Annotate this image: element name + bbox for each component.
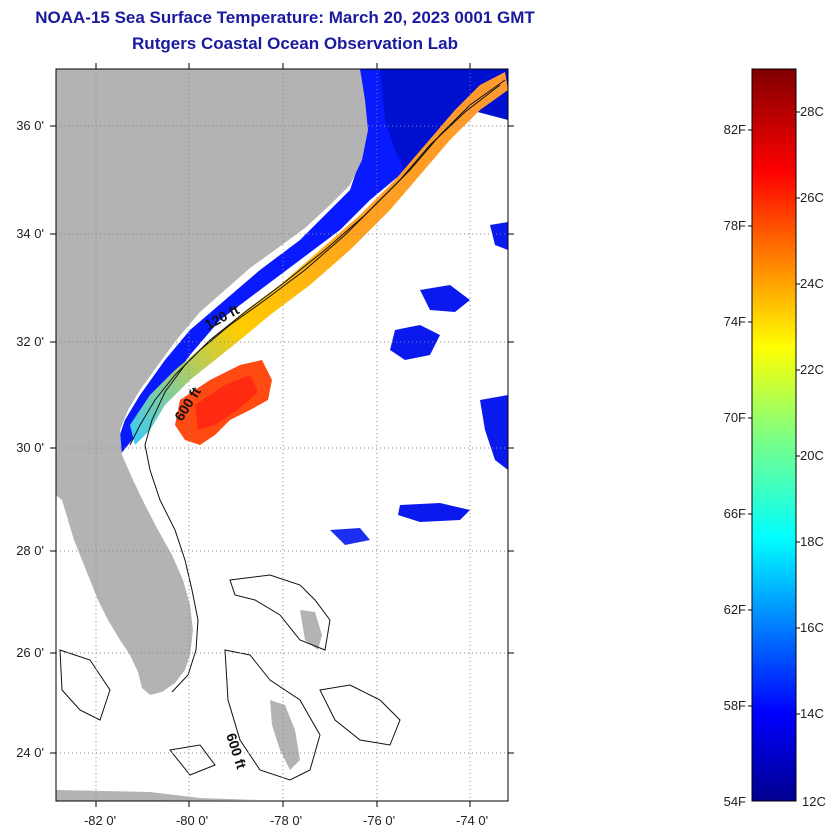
lon-label: -76 0' [363, 813, 395, 828]
land-north-america [56, 69, 368, 695]
offshore-cold-patch [420, 285, 470, 312]
colorbar-ticks [748, 111, 800, 715]
colorbar-c-label: 26C [800, 190, 824, 205]
colorbar-gradient [751, 68, 797, 802]
colorbar-c-label: 28C [800, 104, 824, 119]
graticule [56, 69, 508, 801]
warm-eddy-core [195, 375, 258, 430]
lat-label: 32 0' [16, 334, 44, 349]
colorbar-c-label: 12C [802, 794, 826, 809]
map-subtitle: Rutgers Coastal Ocean Observation Lab [132, 34, 458, 53]
colorbar-c-label: 24C [800, 276, 824, 291]
offshore-cold-patch [398, 503, 470, 522]
lon-label: -74 0' [456, 813, 488, 828]
colorbar-c-label: 20C [800, 448, 824, 463]
colorbar-f-label: 70F [724, 410, 746, 425]
colorbar-f-label: 54F [724, 794, 746, 809]
colorbar-f-label: 58F [724, 698, 746, 713]
lat-label: 26 0' [16, 645, 44, 660]
colorbar-c-label: 18C [800, 534, 824, 549]
colorbar-f-label: 78F [724, 218, 746, 233]
map-ticks [50, 63, 514, 807]
offshore-cold-patch [480, 395, 508, 470]
colorbar-c-label: 22C [800, 362, 824, 377]
offshore-cold-patch [330, 528, 370, 545]
lat-label: 36 0' [16, 118, 44, 133]
lat-label: 28 0' [16, 543, 44, 558]
map-panel: 36 0' 34 0' 32 0' 30 0' 28 0' 26 0' 24 0… [16, 63, 514, 828]
offshore-cold-patch [490, 222, 508, 250]
land-bahamas [300, 610, 322, 650]
isobath-contours [59, 79, 506, 781]
colorbar-f-label: 66F [724, 506, 746, 521]
lat-label: 34 0' [16, 226, 44, 241]
colorbar-f-label: 82F [724, 122, 746, 137]
map-frame [55, 68, 509, 802]
colorbar-c-label: 14C [800, 706, 824, 721]
lat-label: 24 0' [16, 745, 44, 760]
offshore-cold-patch [390, 325, 440, 360]
lon-label: -78 0' [270, 813, 302, 828]
lon-label: -80 0' [176, 813, 208, 828]
map-title: NOAA-15 Sea Surface Temperature: March 2… [35, 8, 535, 27]
temperature-colorbar: 82F 78F 74F 70F 66F 62F 58F 54F 28C 26C … [724, 68, 826, 809]
colorbar-c-label: 16C [800, 620, 824, 635]
lat-label: 30 0' [16, 440, 44, 455]
land-cuba [56, 790, 260, 801]
colorbar-f-label: 74F [724, 314, 746, 329]
lon-label: -82 0' [84, 813, 116, 828]
colorbar-f-label: 62F [724, 602, 746, 617]
